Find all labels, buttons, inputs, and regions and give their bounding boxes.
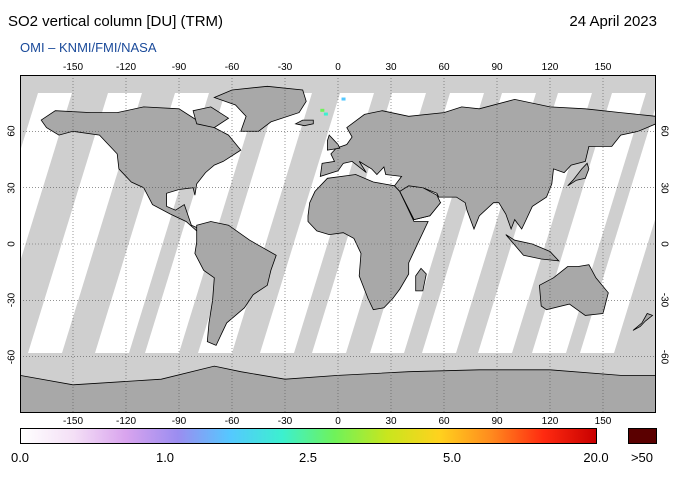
lon-tick-bottom: -30 xyxy=(277,416,293,427)
lon-tick-top: -120 xyxy=(115,62,137,73)
land-greenland xyxy=(213,85,307,132)
lon-tick-bottom: -120 xyxy=(115,416,137,427)
colorbar-label: 1.0 xyxy=(155,450,175,465)
lat-tick-left: -60 xyxy=(6,349,18,364)
map-title: SO2 vertical column [DU] (TRM) xyxy=(8,13,224,30)
swath-2 xyxy=(28,93,142,353)
lon-tick-bottom: 150 xyxy=(594,416,612,427)
lon-tick-top: 150 xyxy=(594,62,612,73)
swath-4 xyxy=(145,93,259,353)
so2-plume-2 xyxy=(323,112,328,116)
lon-tick-top: 30 xyxy=(385,62,397,73)
land-iceland xyxy=(294,119,314,127)
lon-tick-top: 90 xyxy=(491,62,503,73)
land-australia xyxy=(538,264,609,316)
so2-world-map xyxy=(20,75,656,413)
lat-tick-right: -60 xyxy=(658,349,670,364)
colorbar-label: 0.0 xyxy=(10,450,30,465)
lon-tick-bottom: -60 xyxy=(224,416,240,427)
so2-colorbar xyxy=(20,428,597,444)
over-range-swatch xyxy=(628,428,657,444)
land-africa xyxy=(307,174,429,311)
lon-tick-top: 120 xyxy=(541,62,559,73)
lon-tick-top: 0 xyxy=(335,62,341,73)
lon-tick-bottom: 0 xyxy=(335,416,341,427)
data-source: OMI – KNMI/FMI/NASA xyxy=(20,40,157,55)
land-baffin xyxy=(192,106,230,129)
lat-tick-right: 0 xyxy=(658,241,670,247)
lon-tick-bottom: 60 xyxy=(438,416,450,427)
colorbar-label: 2.5 xyxy=(298,450,318,465)
land-antarctica xyxy=(20,365,656,413)
land-madagascar xyxy=(415,267,427,292)
so2-plume-3 xyxy=(341,97,346,101)
lat-tick-right: 60 xyxy=(658,125,670,137)
land-new-zealand xyxy=(632,313,654,331)
colorbar-label: 5.0 xyxy=(442,450,462,465)
lat-tick-right: -30 xyxy=(658,293,670,308)
over-range-label: >50 xyxy=(630,450,654,465)
lat-tick-left: 30 xyxy=(6,182,18,194)
lat-tick-right: 30 xyxy=(658,182,670,194)
lon-tick-bottom: 90 xyxy=(491,416,503,427)
map-date: 24 April 2023 xyxy=(569,13,657,30)
lon-tick-bottom: 30 xyxy=(385,416,397,427)
lat-tick-left: 60 xyxy=(6,125,18,137)
lon-tick-top: -150 xyxy=(62,62,84,73)
land-uk xyxy=(326,134,341,151)
land-indonesia xyxy=(505,234,560,262)
landmasses xyxy=(20,85,656,413)
so2-plume-1 xyxy=(320,108,325,112)
land-north-america xyxy=(40,106,242,232)
lon-tick-top: -60 xyxy=(224,62,240,73)
lat-tick-left: -30 xyxy=(6,293,18,308)
lon-tick-bottom: 120 xyxy=(541,416,559,427)
lon-tick-bottom: -90 xyxy=(171,416,187,427)
lon-tick-top: -30 xyxy=(277,62,293,73)
lon-tick-top: 60 xyxy=(438,62,450,73)
land-south-america xyxy=(194,221,277,346)
land-arabia xyxy=(399,185,441,221)
graticule xyxy=(20,75,656,413)
map-frame xyxy=(20,75,656,413)
land-japan xyxy=(567,162,590,187)
lon-tick-bottom: -150 xyxy=(62,416,84,427)
colorbar-label: 20.0 xyxy=(583,450,609,465)
so2-plumes xyxy=(320,97,346,116)
lon-tick-top: -90 xyxy=(171,62,187,73)
lat-tick-left: 0 xyxy=(6,241,18,247)
